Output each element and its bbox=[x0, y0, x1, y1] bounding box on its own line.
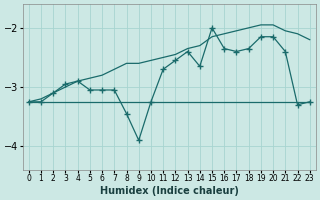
X-axis label: Humidex (Indice chaleur): Humidex (Indice chaleur) bbox=[100, 186, 239, 196]
